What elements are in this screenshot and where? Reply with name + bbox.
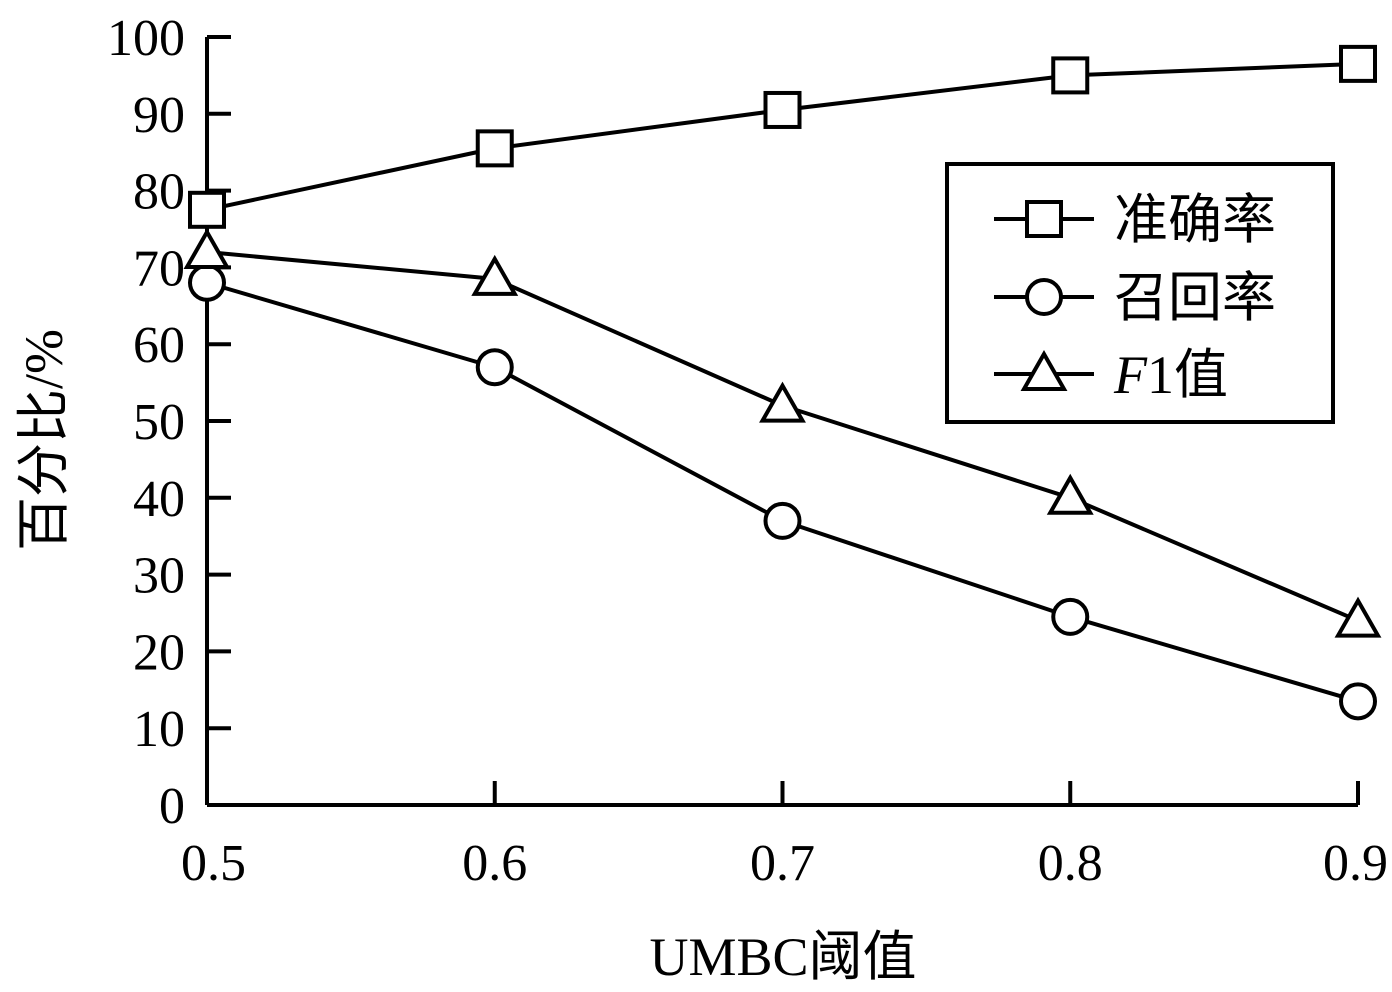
data-point-circle xyxy=(1051,597,1090,636)
y-tick-label: 90 xyxy=(133,87,185,144)
data-point-square xyxy=(763,90,802,129)
axes: 0 10 20 30 40 50 60 70 80 90 100 0.5 0.6 0.7 0.8 0.9 xyxy=(107,10,1388,892)
data-point-triangle xyxy=(1334,596,1382,638)
y-tick-label: 40 xyxy=(133,471,185,528)
y-tick-label: 80 xyxy=(133,164,185,221)
data-point-triangle xyxy=(1046,473,1094,515)
x-tick-label: 0.6 xyxy=(462,835,527,892)
data-point-circle xyxy=(763,501,802,540)
legend-marker-square xyxy=(1025,200,1063,238)
y-tick-label: 50 xyxy=(133,394,185,451)
markers-layer xyxy=(183,44,1382,721)
legend-marker-circle xyxy=(1025,278,1063,316)
legend-label: 准确率 xyxy=(1114,190,1276,250)
legend-label: 召回率 xyxy=(1114,268,1276,328)
y-tick-label: 10 xyxy=(133,701,185,758)
x-tick-label: 0.7 xyxy=(750,835,815,892)
legend-marker-triangle xyxy=(1020,349,1068,391)
data-point-square xyxy=(188,190,226,229)
data-point-triangle xyxy=(759,381,806,423)
y-tick-label: 30 xyxy=(133,548,185,605)
x-tick-label: 0.9 xyxy=(1323,835,1388,892)
y-axis-title: 百分比/% xyxy=(14,329,74,551)
data-point-circle xyxy=(1339,682,1377,721)
legend-box xyxy=(945,162,1335,424)
x-tick-label: 0.8 xyxy=(1038,835,1103,892)
legend-label: F1值 xyxy=(1113,345,1228,405)
data-point-circle xyxy=(188,263,226,302)
data-point-triangle xyxy=(471,254,519,296)
y-tick-label: 20 xyxy=(133,624,185,681)
data-point-triangle xyxy=(183,228,231,270)
data-point-circle xyxy=(475,348,514,387)
y-tick-label: 0 xyxy=(159,778,185,835)
y-tick-label: 100 xyxy=(107,10,185,67)
data-point-square xyxy=(475,129,514,168)
y-tick-label: 70 xyxy=(133,240,185,297)
x-axis-title: UMBC阈值 xyxy=(649,927,916,987)
data-point-square xyxy=(1339,44,1377,83)
y-tick-label: 60 xyxy=(133,317,185,374)
data-point-square xyxy=(1051,56,1090,95)
x-tick-label: 0.5 xyxy=(181,835,246,892)
